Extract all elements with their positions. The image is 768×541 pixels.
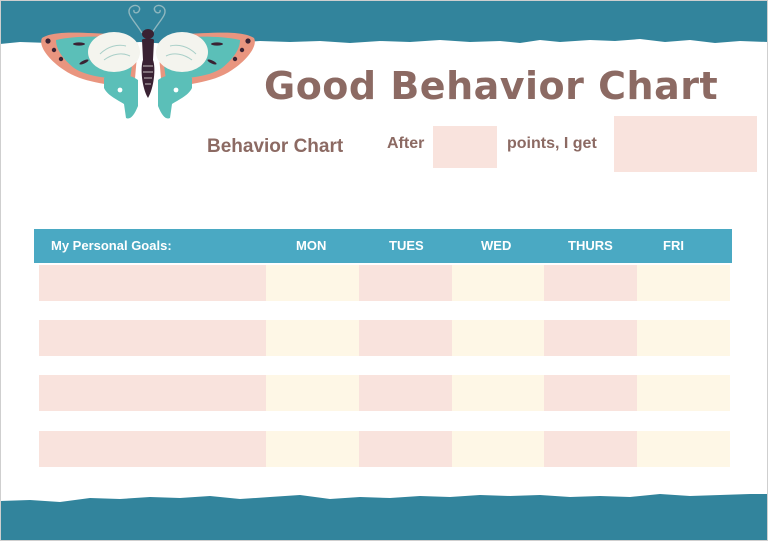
after-label: After <box>387 135 425 152</box>
column-header-tues: TUES <box>389 238 424 253</box>
column-header-goals: My Personal Goals: <box>51 238 172 253</box>
wed-cell[interactable] <box>452 265 544 301</box>
fri-cell[interactable] <box>637 320 730 356</box>
wed-cell[interactable] <box>452 320 544 356</box>
mon-cell[interactable] <box>266 375 359 411</box>
fri-cell[interactable] <box>637 375 730 411</box>
goal-cell[interactable] <box>39 375 266 411</box>
mon-cell[interactable] <box>266 431 359 467</box>
top-decorative-band <box>0 0 768 44</box>
bottom-decorative-band <box>0 494 768 541</box>
tues-cell[interactable] <box>359 431 452 467</box>
column-header-mon: MON <box>296 238 327 253</box>
thurs-cell[interactable] <box>544 375 637 411</box>
mon-cell[interactable] <box>266 265 359 301</box>
table-header: My Personal Goals: MON TUES WED THURS FR… <box>34 229 732 263</box>
reward-input[interactable] <box>614 116 757 172</box>
points-label: points, I get <box>507 135 597 152</box>
fri-cell[interactable] <box>637 431 730 467</box>
butterfly-icon <box>41 4 255 119</box>
points-input[interactable] <box>433 126 497 168</box>
goal-cell[interactable] <box>39 431 266 467</box>
wed-cell[interactable] <box>452 431 544 467</box>
page-title: Good Behavior Chart <box>264 64 719 108</box>
thurs-cell[interactable] <box>544 265 637 301</box>
thurs-cell[interactable] <box>544 431 637 467</box>
goal-cell[interactable] <box>39 320 266 356</box>
chart-subtitle: Behavior Chart <box>207 136 344 157</box>
tues-cell[interactable] <box>359 265 452 301</box>
column-header-fri: FRI <box>663 238 684 253</box>
tues-cell[interactable] <box>359 320 452 356</box>
mon-cell[interactable] <box>266 320 359 356</box>
column-header-thurs: THURS <box>568 238 613 253</box>
thurs-cell[interactable] <box>544 320 637 356</box>
fri-cell[interactable] <box>637 265 730 301</box>
wed-cell[interactable] <box>452 375 544 411</box>
column-header-wed: WED <box>481 238 512 253</box>
tues-cell[interactable] <box>359 375 452 411</box>
goal-cell[interactable] <box>39 265 266 301</box>
